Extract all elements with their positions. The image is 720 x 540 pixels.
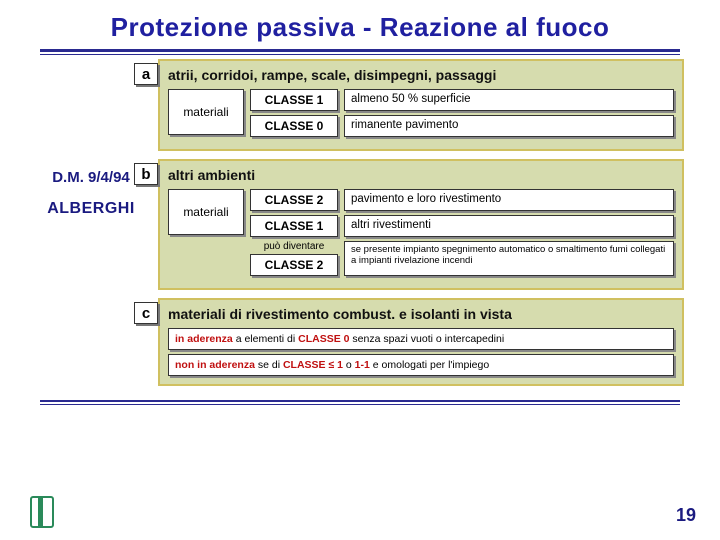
puo-diventare-note: può diventare: [250, 241, 338, 252]
block-b-heading: altri ambienti: [168, 167, 674, 183]
materiali-b: materiali: [168, 189, 244, 235]
block-b-rows: materiali CLASSE 2 pavimento e loro rive…: [168, 189, 674, 237]
alberghi-label: ALBERGHI: [36, 200, 146, 218]
dm-label: D.M. 9/4/94: [36, 169, 146, 186]
letter-c-badge: c: [134, 302, 158, 324]
classe-cell: CLASSE 1: [250, 89, 338, 111]
block-a: a atrii, corridoi, rampe, scale, disimpe…: [158, 59, 684, 151]
desc-cell: rimanente pavimento: [344, 115, 674, 137]
c-line-1: in aderenza a elementi di CLASSE 0 senza…: [168, 328, 674, 350]
block-a-row-0: materiali CLASSE 1 almeno 50 % superfici…: [168, 89, 674, 137]
letter-b-badge: b: [134, 163, 158, 185]
main-content: D.M. 9/4/94 ALBERGHI a atrii, corridoi, …: [0, 55, 720, 394]
block-c: c materiali di rivestimento combust. e i…: [158, 298, 684, 386]
left-column: D.M. 9/4/94 ALBERGHI: [36, 59, 146, 394]
block-c-heading: materiali di rivestimento combust. e iso…: [168, 306, 674, 322]
materiali-a: materiali: [168, 89, 244, 135]
desc-cell: pavimento e loro rivestimento: [344, 189, 674, 211]
slide-title: Protezione passiva - Reazione al fuoco: [0, 0, 720, 49]
desc-cell: se presente impianto spegnimento automat…: [344, 241, 674, 276]
block-b-extra: può diventare CLASSE 2 se presente impia…: [168, 241, 674, 276]
indent-spacer: [168, 241, 244, 276]
logo-icon: [30, 496, 54, 528]
letter-a-badge: a: [134, 63, 158, 85]
classe-cell: CLASSE 2: [250, 254, 338, 276]
desc-cell: altri rivestimenti: [344, 215, 674, 237]
block-b: b altri ambienti materiali CLASSE 2 pavi…: [158, 159, 684, 290]
desc-cell: almeno 50 % superficie: [344, 89, 674, 111]
rule-bottom-thick: [40, 400, 680, 402]
classe-cell: CLASSE 2: [250, 189, 338, 211]
block-a-heading: atrii, corridoi, rampe, scale, disimpegn…: [168, 67, 674, 83]
classe-cell: CLASSE 0: [250, 115, 338, 137]
c-line-2: non in aderenza se di CLASSE ≤ 1 o 1-1 e…: [168, 354, 674, 376]
rule-top-thick: [40, 49, 680, 52]
right-column: a atrii, corridoi, rampe, scale, disimpe…: [158, 59, 684, 394]
page-number: 19: [676, 505, 696, 526]
rule-bottom-thin: [40, 404, 680, 405]
classe-cell: CLASSE 1: [250, 215, 338, 237]
